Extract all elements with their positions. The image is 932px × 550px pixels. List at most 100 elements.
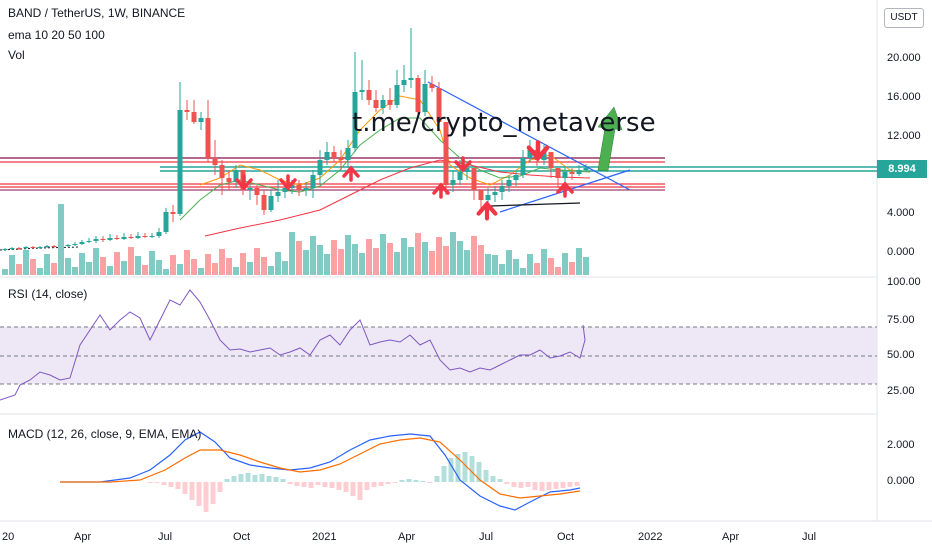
candle-body — [135, 236, 141, 238]
macd-histogram-bar — [364, 482, 370, 490]
candle-body — [100, 239, 106, 240]
volume-bar — [464, 250, 470, 275]
ema-legend[interactable]: ema 10 20 50 100 — [8, 28, 105, 42]
volume-bar — [58, 204, 64, 275]
volume-bar — [429, 251, 435, 275]
volume-bar — [408, 247, 414, 275]
macd-histogram-bar — [539, 482, 545, 491]
volume-bar — [492, 255, 498, 275]
candle-body — [548, 152, 554, 168]
candle-body — [198, 118, 204, 122]
volume-bar — [65, 258, 71, 275]
volume-bar — [324, 254, 330, 275]
candle-body — [233, 170, 239, 182]
macd-histogram-bar — [413, 480, 419, 482]
candlestick-series — [2, 28, 589, 251]
volume-bar — [352, 244, 358, 275]
volume-bar — [163, 269, 169, 275]
candle-body — [373, 100, 379, 108]
volume-bar — [471, 236, 477, 275]
candle-body — [16, 248, 22, 249]
volume-legend[interactable]: Vol — [8, 48, 25, 62]
volume-bar — [128, 247, 134, 275]
macd-histogram-bar — [217, 482, 223, 492]
price-axis-label: 4.000 — [887, 207, 915, 219]
time-axis-label: Apr — [722, 531, 740, 543]
candle-body — [394, 85, 400, 105]
red-arrow-up — [342, 165, 360, 182]
macd-histogram-bar — [420, 481, 426, 482]
volume-bar — [16, 264, 22, 275]
volume-bar — [51, 263, 57, 275]
macd-line — [60, 431, 581, 511]
volume-bar — [44, 254, 50, 275]
time-axis-label: Apr — [74, 531, 92, 543]
volume-bar — [170, 255, 176, 275]
volume-bar — [513, 259, 519, 275]
time-axis-label: 2022 — [638, 531, 663, 543]
candle-body — [268, 196, 274, 210]
macd-histogram-bar — [182, 482, 188, 494]
volume-bar — [310, 236, 316, 275]
currency-badge[interactable]: USDT — [884, 8, 924, 28]
volume-bar — [499, 264, 505, 275]
macd-histogram-bar — [427, 482, 433, 483]
watermark-text: t.me/crypto_metaverse — [352, 108, 656, 138]
annotation-arrows — [235, 140, 574, 221]
time-axis-label: 20 — [2, 531, 15, 543]
macd-histogram-bar — [154, 482, 160, 483]
macd-histogram-bar — [532, 482, 538, 490]
macd-histogram-bar — [490, 476, 496, 482]
candle-body — [289, 185, 295, 188]
volume-bar — [380, 234, 386, 275]
volume-bar — [331, 240, 337, 275]
candle-body — [296, 185, 302, 190]
macd-histogram-bar — [511, 482, 517, 487]
candle-body — [520, 158, 526, 175]
candle-body — [436, 88, 442, 122]
ema-20-line — [179, 117, 591, 221]
candle-body — [485, 195, 491, 200]
time-axis-label: 2021 — [312, 531, 337, 543]
red-arrow-up — [432, 182, 450, 199]
candle-body — [359, 90, 365, 92]
macd-histogram-bar — [476, 462, 482, 482]
volume-bar — [373, 248, 379, 275]
volume-bar — [212, 263, 218, 275]
candle-body — [184, 110, 190, 112]
candle-body — [275, 192, 281, 196]
macd-histogram-bar — [238, 474, 244, 482]
candle-body — [170, 212, 176, 214]
current-price-tag: 8.994 — [877, 160, 927, 178]
macd-histogram-bar — [560, 482, 566, 488]
rsi-title[interactable]: RSI (14, close) — [8, 287, 88, 301]
macd-histogram-bar — [329, 482, 335, 488]
macd-histogram-bar — [553, 482, 559, 489]
candle-body — [247, 188, 253, 190]
macd-histogram — [147, 452, 580, 512]
symbol-title: BAND / TetherUS, 1W, BINANCE — [8, 6, 186, 20]
macd-title[interactable]: MACD (12, 26, close, 9, EMA, EMA) — [8, 427, 202, 441]
candle-body — [569, 172, 575, 174]
green-up-arrow — [597, 106, 623, 172]
time-axis-label: Oct — [557, 531, 575, 543]
volume-bar — [142, 265, 148, 275]
volume-bar — [240, 253, 246, 275]
candle-body — [415, 78, 421, 112]
candle-body — [72, 244, 78, 245]
candle-body — [142, 236, 148, 237]
rsi-axis-label: 75.00 — [887, 314, 915, 326]
volume-bar — [583, 257, 589, 275]
candle-body — [254, 188, 260, 195]
candle-body — [212, 158, 218, 165]
time-axis-label: Jul — [802, 531, 817, 543]
candle-body — [499, 186, 505, 192]
volume-bar — [275, 252, 281, 275]
macd-histogram-bar — [210, 482, 216, 504]
macd-histogram-bar — [371, 482, 377, 487]
volume-bar — [387, 243, 393, 275]
macd-histogram-bar — [469, 456, 475, 482]
candle-body — [156, 232, 162, 236]
candle-body — [555, 168, 561, 178]
